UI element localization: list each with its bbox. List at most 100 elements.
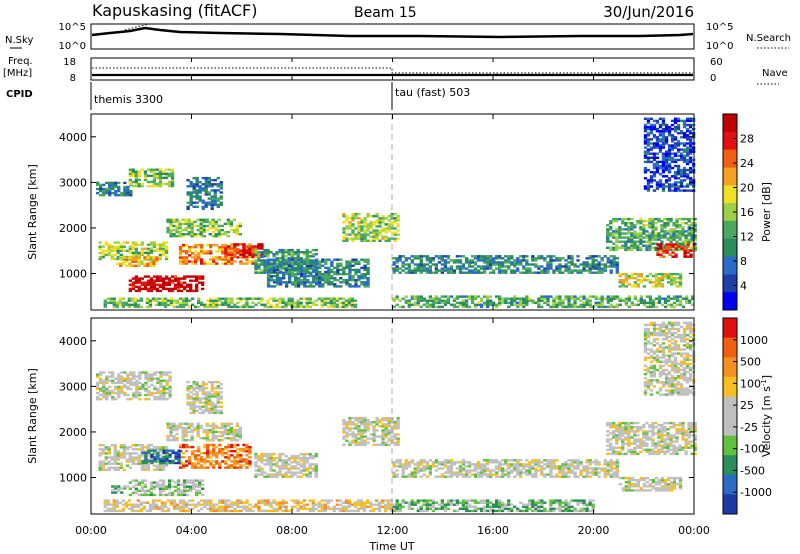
heat-cell [198, 411, 202, 415]
heat-cell [461, 265, 466, 268]
heat-cell [659, 245, 663, 248]
heat-cell [178, 507, 183, 510]
heat-cell [312, 281, 316, 284]
heat-cell [131, 285, 135, 288]
heat-cell [172, 233, 176, 236]
heat-cell [172, 428, 176, 432]
heat-cell [314, 463, 318, 466]
heat-cell [172, 499, 177, 502]
heat-cell [294, 258, 298, 261]
heat-cell [624, 246, 628, 249]
heat-cell [455, 261, 460, 264]
heat-cell [105, 398, 109, 401]
heat-cell [486, 263, 490, 266]
heat-cell [204, 203, 208, 206]
heat-cell [191, 445, 195, 449]
heat-cell [588, 303, 592, 306]
heat-cell [676, 166, 681, 170]
heat-cell [134, 241, 138, 244]
heat-cell [220, 432, 224, 436]
heat-cell [351, 285, 355, 288]
heat-cell [210, 207, 214, 211]
heat-cell [137, 251, 141, 255]
heat-cell [648, 222, 652, 225]
heat-cell [194, 458, 198, 461]
heat-cell [224, 460, 228, 463]
heat-cell [342, 239, 346, 242]
heat-cell [296, 475, 300, 478]
heat-cell [303, 283, 307, 286]
heat-cell [290, 251, 294, 254]
heat-cell [655, 127, 660, 131]
heat-cell [226, 424, 230, 428]
heat-cell [296, 251, 300, 254]
heat-cell [673, 127, 678, 131]
heat-cell [649, 125, 654, 129]
heat-cell [150, 455, 154, 459]
heat-cell [216, 387, 220, 390]
heat-cell [113, 446, 117, 449]
heat-cell [686, 249, 690, 252]
heat-cell [682, 189, 687, 192]
heat-cell [278, 457, 282, 460]
heat-cell [693, 246, 697, 249]
heat-cell [217, 230, 221, 234]
heat-cell [101, 245, 105, 248]
heat-cell [195, 189, 199, 192]
heat-cell [594, 255, 598, 258]
heat-cell [306, 260, 310, 263]
heat-cell [588, 305, 592, 309]
heat-cell [643, 123, 648, 127]
heat-cell [192, 191, 196, 194]
heat-cell [687, 217, 691, 221]
heat-cell [675, 220, 679, 223]
heat-cell [254, 251, 258, 254]
heat-cell [167, 172, 172, 175]
heat-cell [189, 489, 193, 492]
heat-cell [111, 379, 115, 382]
heat-cell [676, 142, 681, 145]
colorbar-swatch [723, 167, 737, 186]
heat-cell [549, 257, 553, 260]
heat-cell [170, 184, 175, 188]
heat-cell [205, 218, 209, 221]
heat-cell [152, 262, 156, 265]
heat-cell [212, 460, 216, 463]
heat-cell [669, 234, 673, 237]
heat-cell [345, 219, 349, 222]
power-ylabel: Slant Range [km] [26, 164, 39, 260]
heat-cell [169, 222, 173, 226]
heat-cell [169, 499, 174, 502]
heat-cell [119, 464, 123, 467]
heat-cell [314, 469, 318, 472]
heat-cell [134, 249, 138, 252]
heat-cell [185, 443, 189, 447]
heat-cell [594, 303, 598, 306]
heat-cell [673, 130, 678, 133]
heat-cell [363, 285, 367, 288]
heat-cell [131, 241, 135, 244]
heat-cell [226, 235, 230, 238]
heat-cell [242, 460, 246, 463]
heat-cell [678, 285, 683, 288]
heat-cell [672, 230, 676, 233]
heat-cell [667, 187, 672, 190]
heat-cell [357, 217, 361, 220]
heat-cell [615, 220, 619, 223]
heat-cell [315, 268, 319, 272]
y-tick-label: 4000 [59, 131, 87, 144]
heat-cell [434, 297, 438, 300]
heat-cell [137, 456, 141, 459]
heat-cell [299, 463, 303, 466]
heat-cell [155, 468, 160, 471]
heat-cell [162, 457, 166, 461]
heat-cell [165, 387, 169, 391]
heat-cell [172, 299, 177, 302]
heat-cell [327, 266, 331, 270]
heat-cell [131, 458, 135, 461]
heat-cell [149, 487, 154, 490]
heat-cell [437, 261, 441, 264]
heat-cell [210, 195, 214, 198]
heat-cell [229, 220, 233, 224]
heat-cell [189, 195, 193, 198]
